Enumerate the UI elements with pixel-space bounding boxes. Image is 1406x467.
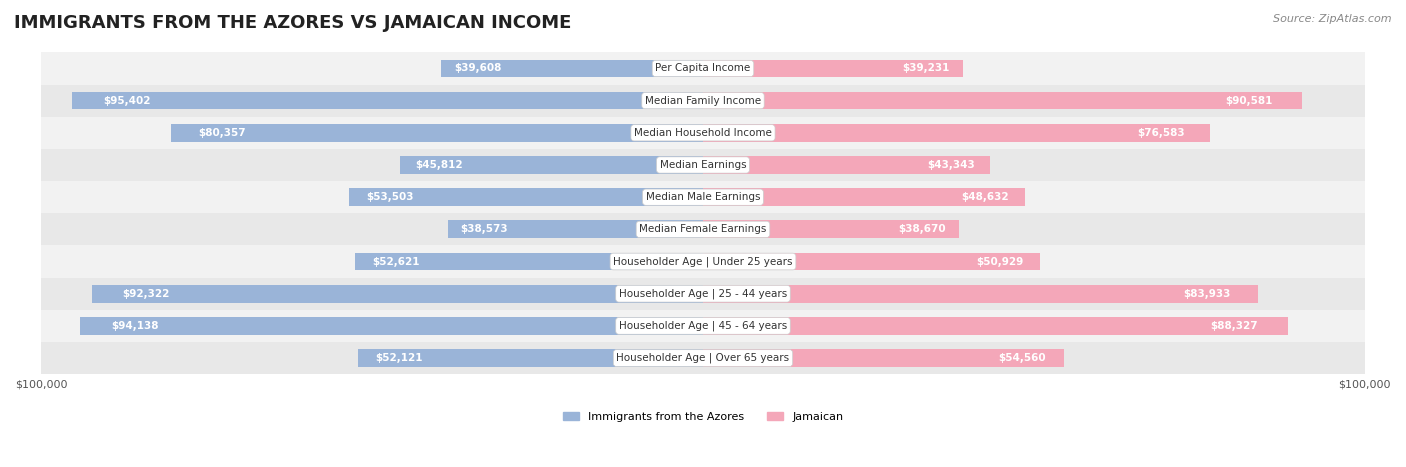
- Bar: [703, 92, 1302, 109]
- Text: $52,121: $52,121: [375, 353, 423, 363]
- Text: Householder Age | 25 - 44 years: Householder Age | 25 - 44 years: [619, 289, 787, 299]
- Text: $83,933: $83,933: [1184, 289, 1230, 299]
- Bar: [703, 188, 1025, 206]
- Text: $52,621: $52,621: [373, 256, 420, 267]
- Legend: Immigrants from the Azores, Jamaican: Immigrants from the Azores, Jamaican: [558, 408, 848, 426]
- Bar: [172, 124, 703, 142]
- Text: IMMIGRANTS FROM THE AZORES VS JAMAICAN INCOME: IMMIGRANTS FROM THE AZORES VS JAMAICAN I…: [14, 14, 571, 32]
- Bar: [91, 285, 703, 303]
- Bar: [703, 349, 1064, 367]
- Bar: [441, 60, 703, 78]
- Text: $43,343: $43,343: [928, 160, 976, 170]
- Text: Source: ZipAtlas.com: Source: ZipAtlas.com: [1274, 14, 1392, 24]
- Bar: [354, 253, 703, 270]
- Text: Per Capita Income: Per Capita Income: [655, 64, 751, 73]
- Bar: [41, 117, 1365, 149]
- Text: Median Female Earnings: Median Female Earnings: [640, 224, 766, 234]
- Bar: [703, 220, 959, 238]
- Text: Householder Age | Over 65 years: Householder Age | Over 65 years: [616, 353, 790, 363]
- Bar: [72, 92, 703, 109]
- Bar: [41, 342, 1365, 374]
- Text: Householder Age | Under 25 years: Householder Age | Under 25 years: [613, 256, 793, 267]
- Bar: [703, 253, 1040, 270]
- Bar: [41, 52, 1365, 85]
- Bar: [41, 213, 1365, 246]
- Text: $38,670: $38,670: [898, 224, 946, 234]
- Text: Median Earnings: Median Earnings: [659, 160, 747, 170]
- Bar: [80, 317, 703, 335]
- Text: Householder Age | 45 - 64 years: Householder Age | 45 - 64 years: [619, 321, 787, 331]
- Text: $92,322: $92,322: [122, 289, 170, 299]
- Bar: [41, 181, 1365, 213]
- Bar: [703, 124, 1209, 142]
- Text: $88,327: $88,327: [1211, 321, 1258, 331]
- Bar: [703, 156, 990, 174]
- Text: $38,573: $38,573: [461, 224, 508, 234]
- Text: $90,581: $90,581: [1225, 96, 1272, 106]
- Text: $45,812: $45,812: [415, 160, 463, 170]
- Bar: [41, 310, 1365, 342]
- Bar: [703, 285, 1258, 303]
- Text: Median Household Income: Median Household Income: [634, 128, 772, 138]
- Bar: [359, 349, 703, 367]
- Bar: [41, 246, 1365, 277]
- Text: $48,632: $48,632: [962, 192, 1008, 202]
- Bar: [703, 60, 963, 78]
- Bar: [703, 317, 1288, 335]
- Text: $53,503: $53,503: [367, 192, 415, 202]
- Text: $39,608: $39,608: [454, 64, 502, 73]
- Text: $94,138: $94,138: [111, 321, 159, 331]
- Bar: [41, 85, 1365, 117]
- Text: $39,231: $39,231: [903, 64, 949, 73]
- Bar: [349, 188, 703, 206]
- Bar: [399, 156, 703, 174]
- Text: $76,583: $76,583: [1137, 128, 1184, 138]
- Text: $80,357: $80,357: [198, 128, 246, 138]
- Bar: [41, 277, 1365, 310]
- Bar: [447, 220, 703, 238]
- Bar: [41, 149, 1365, 181]
- Text: Median Male Earnings: Median Male Earnings: [645, 192, 761, 202]
- Text: $54,560: $54,560: [998, 353, 1046, 363]
- Text: $95,402: $95,402: [103, 96, 150, 106]
- Text: Median Family Income: Median Family Income: [645, 96, 761, 106]
- Text: $50,929: $50,929: [976, 256, 1024, 267]
